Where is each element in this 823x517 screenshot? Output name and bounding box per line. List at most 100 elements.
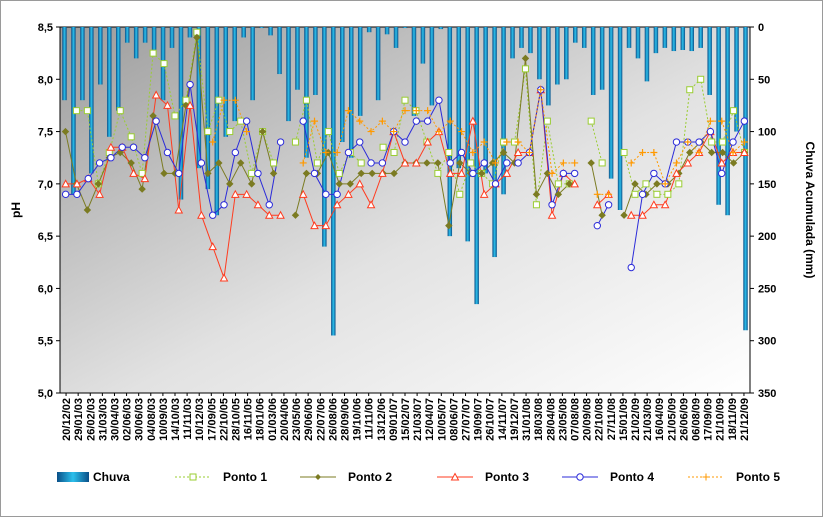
- series-point: [719, 138, 727, 146]
- series-point: [149, 112, 157, 120]
- x-tick-label: 22/07/06: [315, 398, 327, 441]
- series-point: [587, 117, 595, 125]
- x-tick-label: 31/01/08: [521, 398, 533, 441]
- series-point: [231, 148, 240, 157]
- chuva-bar: [725, 27, 730, 216]
- series-point: [151, 90, 161, 99]
- series-point: [513, 147, 523, 156]
- series-point: [660, 200, 670, 209]
- chuva-bar: [124, 27, 130, 43]
- series-point: [626, 210, 636, 219]
- x-tick-label: 19/10/06: [352, 398, 364, 441]
- series-point: [209, 138, 217, 146]
- series-point: [83, 206, 92, 214]
- y2-tick-label: 300: [758, 336, 776, 348]
- legend-label: Chuva: [93, 470, 130, 484]
- chuva-bar: [555, 27, 560, 85]
- x-tick-label: 26/02/03: [85, 398, 97, 441]
- x-tick-label: 23/05/08: [557, 398, 569, 441]
- chuva-bar: [680, 27, 686, 51]
- series-point: [435, 96, 443, 104]
- series-point: [532, 190, 541, 199]
- series-point: [708, 138, 716, 146]
- x-tick-label: 16/11/05: [243, 398, 255, 440]
- series-point: [554, 180, 562, 188]
- series-point: [445, 221, 453, 230]
- series-point: [390, 169, 398, 178]
- series-point: [366, 200, 376, 209]
- series-point: [458, 128, 466, 136]
- chuva-bar: [142, 27, 148, 43]
- chuva-bar: [259, 27, 264, 29]
- series-point: [514, 138, 522, 146]
- series-point: [502, 168, 512, 177]
- series-point: [480, 138, 488, 146]
- series-point: [467, 159, 475, 167]
- chuva-bar: [295, 27, 300, 90]
- legend-label: Ponto 2: [348, 470, 392, 484]
- legend-marker: [702, 473, 710, 481]
- series-point: [321, 221, 331, 230]
- chuva-bar: [599, 27, 605, 90]
- series-point: [94, 180, 103, 188]
- series-point: [390, 148, 398, 156]
- series-point: [215, 159, 223, 167]
- series-point: [204, 128, 212, 136]
- series-point: [344, 107, 352, 115]
- x-tick-label: 23/05/06: [291, 398, 303, 441]
- series-point: [208, 242, 218, 251]
- series-point: [649, 200, 659, 209]
- series-point: [367, 159, 375, 167]
- series-point: [129, 168, 138, 177]
- series-point: [106, 142, 116, 151]
- series-point: [642, 180, 650, 188]
- series-point: [445, 168, 455, 177]
- chuva-bar: [590, 27, 596, 95]
- series-point: [620, 148, 628, 156]
- x-tick-label: 19/09/07: [473, 398, 485, 441]
- series-point: [587, 159, 595, 167]
- series-point: [116, 148, 124, 157]
- legend-swatch: [57, 472, 89, 482]
- series-line: [212, 99, 248, 143]
- chuva-bar: [734, 27, 739, 132]
- x-tick-label: 31/03/03: [97, 398, 109, 441]
- series-point: [265, 201, 273, 209]
- series-point: [344, 189, 353, 198]
- x-tick-label: 28/04/08: [545, 398, 557, 441]
- chuva-bar: [501, 27, 506, 195]
- y-axis-title: pH: [9, 202, 23, 218]
- legend-label: Ponto 5: [736, 470, 780, 484]
- series-point: [230, 189, 240, 198]
- x-tick-label: 14/10/03: [170, 398, 182, 441]
- series-point: [254, 169, 262, 178]
- series-point: [477, 169, 486, 178]
- x-tick-label: 16/04/09: [654, 398, 666, 441]
- series-point: [686, 86, 694, 94]
- series-point: [434, 169, 442, 177]
- series-point: [434, 159, 442, 167]
- series-point: [499, 148, 508, 157]
- series-point: [423, 117, 432, 125]
- y-tick-label: 7,0: [38, 179, 53, 191]
- series-point: [138, 169, 146, 177]
- series-point: [357, 159, 365, 167]
- chuva-bar: [80, 27, 85, 101]
- chuva-bar: [268, 27, 273, 36]
- legend-label: Ponto 4: [610, 470, 654, 484]
- y-tick-label: 6,5: [38, 231, 53, 243]
- series-point: [503, 159, 511, 167]
- chuva-bar: [196, 27, 202, 169]
- series-point: [592, 200, 602, 209]
- series-point: [356, 117, 364, 125]
- x-tick-label: 21/03/09: [642, 398, 654, 441]
- series-point: [247, 180, 256, 188]
- series-point: [456, 190, 464, 198]
- series-point: [631, 190, 639, 198]
- series-point: [302, 96, 310, 104]
- series-point: [127, 159, 135, 167]
- x-tick-label: 10/12/03: [194, 398, 206, 441]
- series-point: [197, 159, 206, 167]
- series-point: [537, 86, 545, 94]
- chuva-bar: [232, 27, 237, 122]
